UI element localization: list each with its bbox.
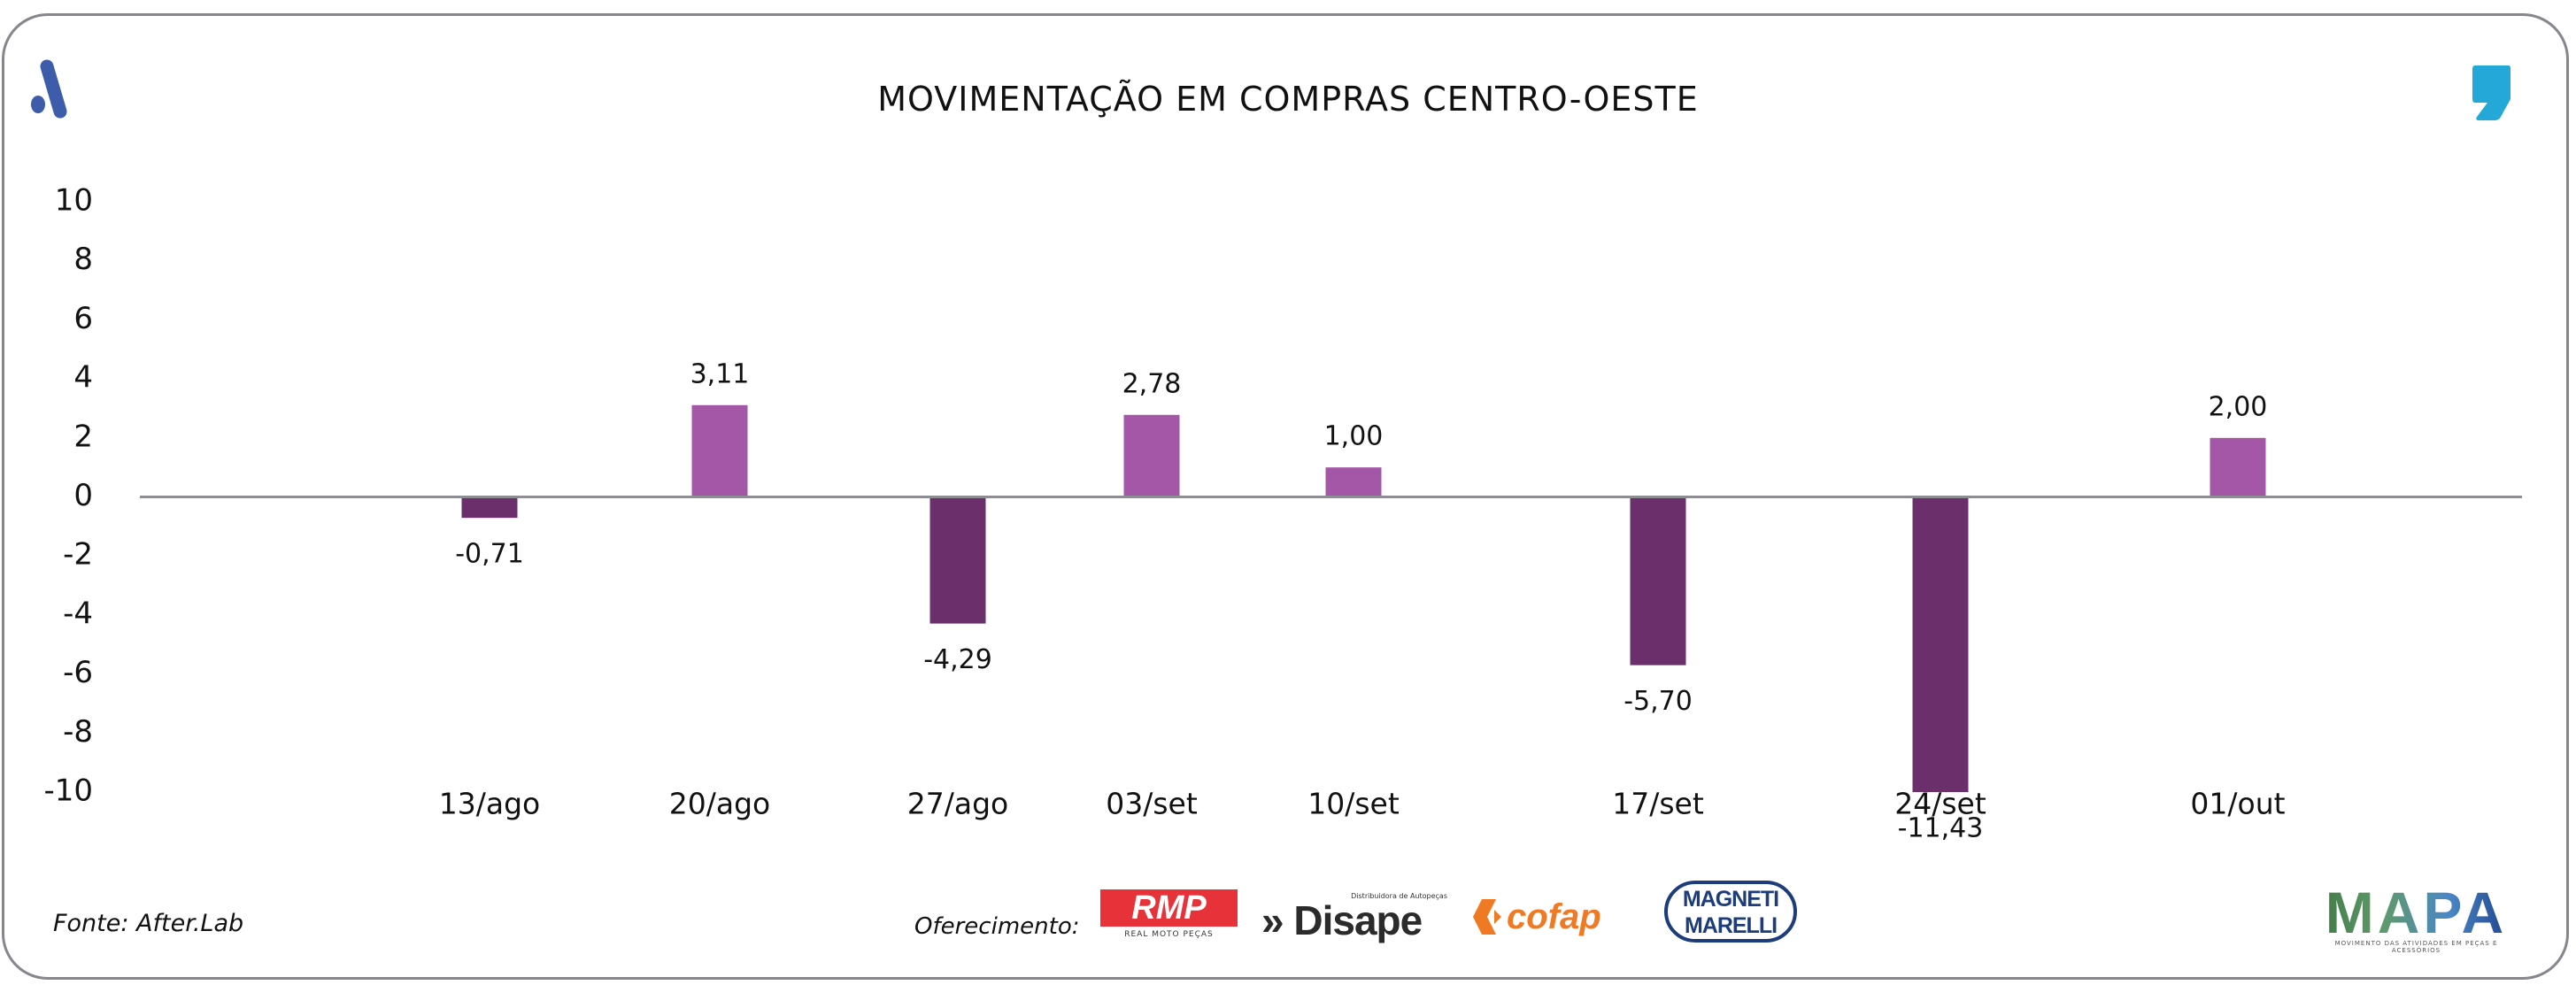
- bar: [461, 496, 518, 519]
- y-tick-label: -6: [63, 655, 93, 690]
- x-tick-label: 27/ago: [907, 787, 1008, 821]
- x-tick-label: 20/ago: [669, 787, 770, 821]
- bar: [929, 496, 986, 624]
- disape-logo: Distribuidora de Autopeças » Disape: [1261, 892, 1447, 941]
- bar: [1123, 414, 1180, 497]
- rmp-logo: RMP REAL MOTO PEÇAS: [1100, 889, 1238, 947]
- comma-logo-icon: [2472, 65, 2510, 120]
- after-logo-icon: [31, 59, 67, 119]
- data-label: 2,00: [2209, 391, 2268, 422]
- disape-name: Disape: [1293, 897, 1423, 943]
- y-tick-label: 4: [73, 360, 93, 396]
- data-label: -5,70: [1623, 686, 1693, 717]
- sponsor-label: Oferecimento:: [914, 913, 1080, 940]
- x-tick-label: 24/set: [1894, 787, 1986, 821]
- bar: [1630, 496, 1686, 666]
- data-label: -11,43: [1898, 813, 1984, 844]
- x-tick-label: 10/set: [1307, 787, 1400, 821]
- magneti-marelli-logo: MAGNETI MARELLI: [1664, 881, 1797, 943]
- mapa-logo: MAPA MOVIMENTO DAS ATIVIDADES EM PEÇAS E…: [2317, 883, 2516, 954]
- y-tick-label: 10: [55, 183, 93, 219]
- disape-logo-text: » Disape: [1261, 897, 1423, 943]
- source-text: Fonte: After.Lab: [53, 910, 244, 937]
- cofap-logo: cofap: [1471, 897, 1648, 936]
- card-frame: [2, 13, 2569, 980]
- data-label: 1,00: [1324, 421, 1384, 452]
- rmp-logo-sub: REAL MOTO PEÇAS: [1124, 930, 1214, 939]
- data-label: 2,78: [1122, 368, 1182, 399]
- rmp-logo-text: RMP: [1100, 889, 1238, 927]
- y-tick-label: 8: [73, 242, 93, 277]
- x-tick-label: 01/out: [2190, 787, 2285, 821]
- y-tick-label: 6: [73, 301, 93, 336]
- y-tick-label: -10: [43, 773, 93, 809]
- x-tick-label: 17/set: [1612, 787, 1704, 821]
- mapa-logo-sub: MOVIMENTO DAS ATIVIDADES EM PEÇAS E ACES…: [2334, 940, 2498, 954]
- disape-logo-sub: Distribuidora de Autopeças: [1351, 892, 1447, 900]
- bar: [691, 404, 748, 497]
- cofap-mark-icon: [1473, 899, 1501, 935]
- data-label: 3,11: [690, 358, 750, 389]
- chart-title: MOVIMENTAÇÃO EM COMPRAS CENTRO-OESTE: [877, 80, 1699, 119]
- y-tick-label: 0: [73, 478, 93, 513]
- bar: [2210, 437, 2266, 497]
- cofap-logo-text: cofap: [1507, 897, 1601, 936]
- y-tick-label: -2: [63, 537, 93, 573]
- bar: [1325, 467, 1382, 497]
- x-tick-label: 03/set: [1106, 787, 1198, 821]
- bar: [1912, 496, 1969, 792]
- y-tick-label: -8: [63, 714, 93, 750]
- mapa-logo-text: MAPA: [2317, 883, 2516, 942]
- y-tick-label: 2: [73, 419, 93, 454]
- bar-chart: 10 8 6 4 2 0 -2 -4 -6 -8 -10 -0,71 13/ago 3,11 20/ago -…: [43, 183, 2522, 844]
- x-tick-label: 13/ago: [439, 787, 540, 821]
- data-label: -0,71: [455, 539, 524, 570]
- y-tick-label: -4: [63, 596, 93, 631]
- data-label: -4,29: [923, 644, 992, 675]
